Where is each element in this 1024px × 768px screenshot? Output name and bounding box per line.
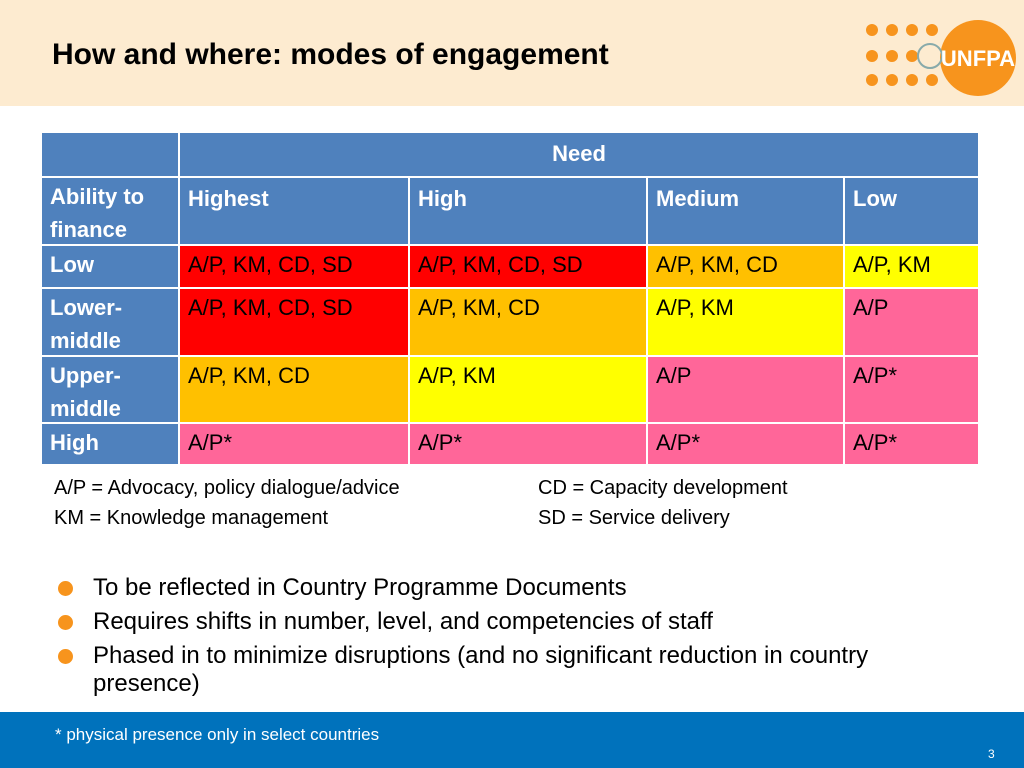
row-header: Ability to finance xyxy=(42,178,180,246)
column-header: Low xyxy=(845,178,980,246)
column-header: Medium xyxy=(648,178,845,246)
table-cell: A/P xyxy=(845,289,980,357)
header-band xyxy=(0,0,1024,106)
table-cell: A/P* xyxy=(410,424,648,466)
title: How and where: modes of engagement xyxy=(52,38,609,71)
bullet: Requires shifts in number, level, and co… xyxy=(93,608,713,635)
table-cell: A/P, KM, CD, SD xyxy=(410,246,648,289)
row-label: Upper-middle xyxy=(42,357,180,424)
logo: UNFPA xyxy=(866,20,1016,96)
bullet-dot xyxy=(58,649,73,664)
table-cell: A/P, KM, CD xyxy=(180,357,410,424)
row-label: High xyxy=(42,424,180,466)
table-cell: A/P, KM, CD xyxy=(648,246,845,289)
legend-item: SD = Service delivery xyxy=(538,507,730,529)
table-cell: A/P xyxy=(648,357,845,424)
table-cell: A/P, KM, CD, SD xyxy=(180,289,410,357)
table-cell: A/P, KM, CD xyxy=(410,289,648,357)
span-header: Need xyxy=(180,133,980,178)
row-label: Lower-middle xyxy=(42,289,180,357)
table-cell: A/P, KM xyxy=(410,357,648,424)
table-cell: A/P* xyxy=(845,357,980,424)
table-cell: A/P, KM xyxy=(845,246,980,289)
bullet: Phased in to minimize disruptions (and n… xyxy=(93,642,869,697)
row-label: Low xyxy=(42,246,180,289)
column-header: Highest xyxy=(180,178,410,246)
table-cell: A/P* xyxy=(845,424,980,466)
table-cell: A/P* xyxy=(180,424,410,466)
bullet-dot xyxy=(58,615,73,630)
column-header: High xyxy=(410,178,648,246)
legend-item: CD = Capacity development xyxy=(538,477,788,499)
footer-band xyxy=(0,712,1024,768)
table-cell: A/P* xyxy=(648,424,845,466)
corner-cell xyxy=(42,133,180,178)
legend-item: A/P = Advocacy, policy dialogue/advice xyxy=(54,477,400,499)
legend-item: KM = Knowledge management xyxy=(54,507,329,529)
logo-text: UNFPA xyxy=(941,46,1015,71)
page-number: 3 xyxy=(988,747,995,761)
footer-note: * physical presence only in select count… xyxy=(55,725,380,744)
table-cell: A/P, KM, CD, SD xyxy=(180,246,410,289)
table-cell: A/P, KM xyxy=(648,289,845,357)
bullet-dot xyxy=(58,581,73,596)
bullet: To be reflected in Country Programme Doc… xyxy=(93,574,627,601)
